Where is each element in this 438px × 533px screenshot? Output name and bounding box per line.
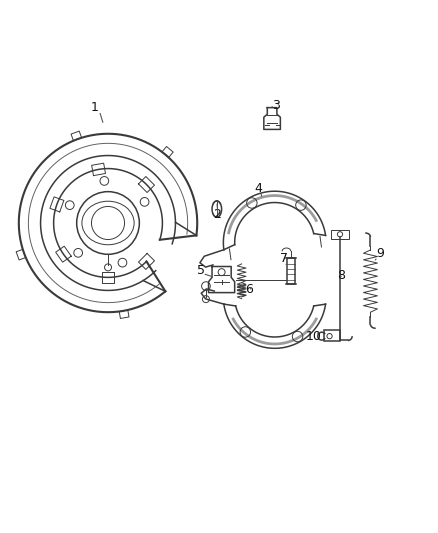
Bar [287,258,295,284]
Text: 9: 9 [376,247,384,260]
Text: 4: 4 [254,182,262,195]
Text: 6: 6 [246,282,254,296]
Text: 8: 8 [337,269,345,282]
Text: 5: 5 [197,264,205,277]
Bar [324,330,340,341]
Text: 10: 10 [306,329,322,343]
Text: 2: 2 [213,208,221,221]
Text: 1: 1 [91,101,99,114]
Bar [331,230,349,239]
Text: 3: 3 [272,99,279,112]
Text: 7: 7 [280,252,288,265]
